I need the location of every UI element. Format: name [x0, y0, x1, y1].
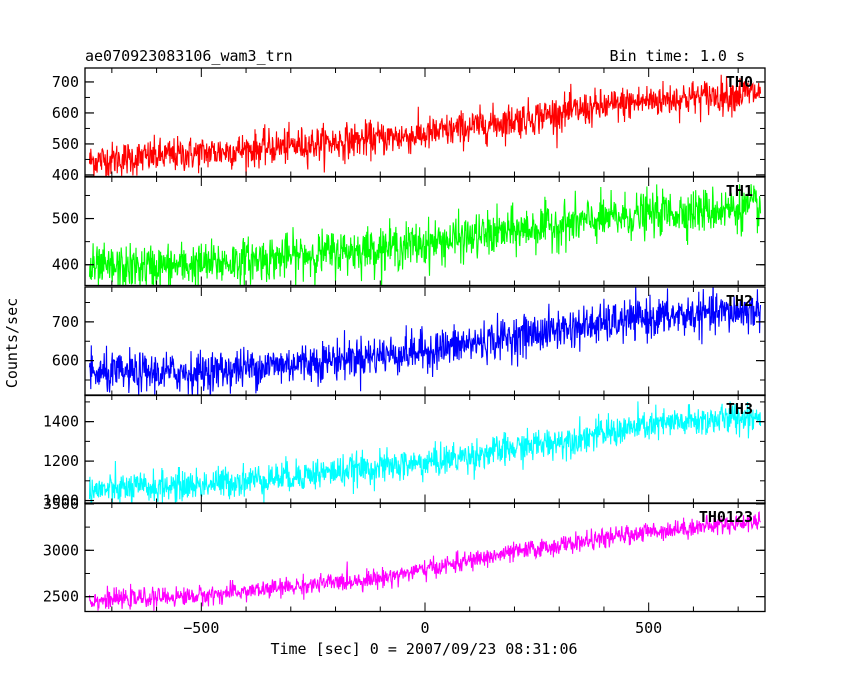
- y-tick-label: 700: [52, 73, 79, 91]
- y-tick-label: 1200: [43, 452, 79, 470]
- x-tick-label: 500: [635, 619, 662, 637]
- y-tick-label: 400: [52, 166, 79, 184]
- panel-th0: 400 500 600 700 TH0: [52, 67, 766, 184]
- y-tick-label: 600: [52, 104, 79, 122]
- series-line-th1: [88, 184, 762, 286]
- y-tick-label: 500: [52, 135, 79, 153]
- y-tick-label: 600: [52, 352, 79, 370]
- series-line-th3: [88, 401, 762, 504]
- panel-label: TH2: [726, 292, 753, 310]
- y-tick-label: 3500: [43, 495, 79, 513]
- bin-time-label: Bin time: 1.0 s: [610, 47, 745, 65]
- series-line-th0: [88, 74, 762, 177]
- panel-label: TH3: [726, 400, 753, 418]
- panel-th2: 600 700 TH2: [52, 286, 766, 397]
- panel-th1: 400 500 TH1: [52, 176, 766, 287]
- panel-th3: 1000 1200 1400 TH3: [43, 394, 766, 510]
- panel-label: TH0: [726, 73, 753, 91]
- panel-label: TH1: [726, 182, 753, 200]
- panels: 400 500 600 700 TH0 400 500 TH1 600 700 TH2 1000 120…: [43, 67, 766, 637]
- y-tick-label: 500: [52, 210, 79, 228]
- panel-label: TH0123: [699, 508, 753, 526]
- x-axis-label: Time [sec] 0 = 2007/09/23 08:31:06: [270, 640, 577, 658]
- y-tick-label: 700: [52, 313, 79, 331]
- chart-title: ae070923083106_wam3_trn: [85, 47, 293, 65]
- y-axis-label: Counts/sec: [3, 298, 21, 388]
- panel-th0123: 2500 3000 3500 TH0123: [43, 495, 766, 613]
- y-tick-label: 1000: [43, 492, 79, 510]
- x-tick-label: 0: [420, 619, 429, 637]
- series-line-th2: [88, 287, 762, 396]
- series-line-th0123: [88, 511, 761, 611]
- y-tick-label: 3000: [43, 541, 79, 559]
- x-tick-label: −500: [183, 619, 219, 637]
- y-tick-label: 2500: [43, 588, 79, 606]
- y-tick-label: 400: [52, 256, 79, 274]
- y-tick-label: 1400: [43, 413, 79, 431]
